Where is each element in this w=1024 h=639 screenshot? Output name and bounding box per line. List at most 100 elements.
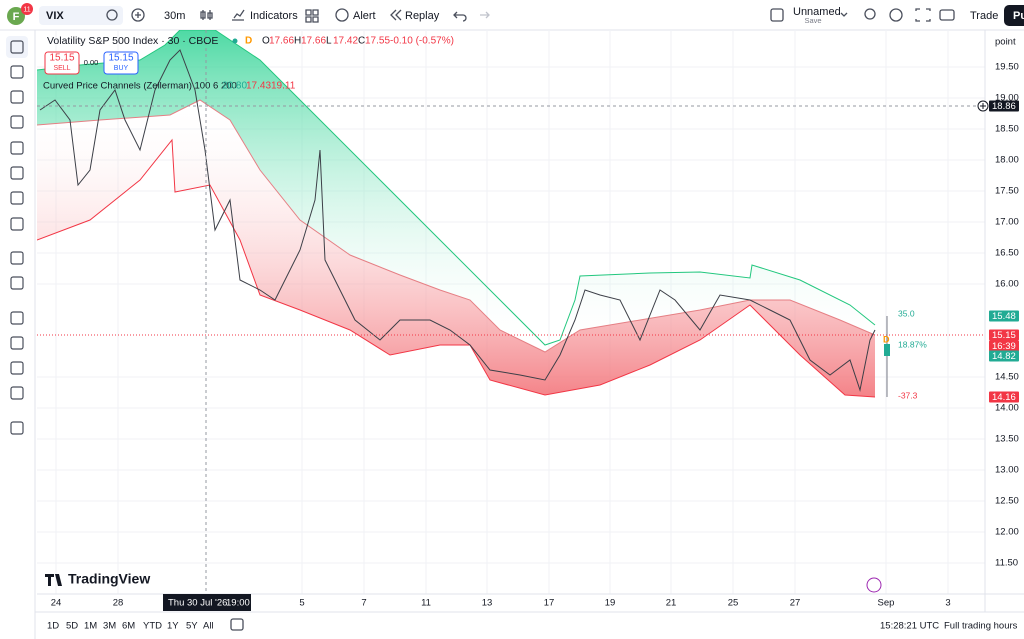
badge-count: 11 <box>23 6 30 13</box>
time-label: 11 <box>421 598 431 609</box>
tool-button[interactable] <box>10 40 24 54</box>
tool-button[interactable] <box>10 386 24 400</box>
time-label: 3 <box>945 598 950 609</box>
chart-type-button[interactable] <box>200 10 213 20</box>
quick-search[interactable] <box>864 8 876 20</box>
tool-button[interactable] <box>10 115 24 129</box>
ohlc-key: L <box>326 36 332 47</box>
buy-price: 15.15 <box>108 53 133 64</box>
symbol-search[interactable] <box>39 6 123 25</box>
fullscreen-button[interactable] <box>915 8 931 22</box>
undo-button[interactable] <box>453 11 467 22</box>
symbol-icon[interactable] <box>106 9 118 21</box>
top-toolbar <box>0 0 1024 30</box>
price-label: 19.50 <box>995 62 1019 73</box>
range-button[interactable]: 5Y <box>186 621 198 632</box>
symbol-title: Volatility S&P 500 Index · 30 · CBOE <box>47 35 218 47</box>
range-button[interactable]: 6M <box>122 621 135 632</box>
snapshot-button[interactable] <box>939 9 955 21</box>
range-annotation: 35.0 <box>898 308 915 318</box>
price-marker-label: 15.48 <box>992 311 1016 322</box>
tool-button[interactable] <box>10 421 24 435</box>
layout-icon[interactable] <box>770 8 784 22</box>
tool-button[interactable] <box>10 251 24 265</box>
alert-button[interactable]: Alert <box>353 10 376 22</box>
ohlc-value: 17.55 <box>365 36 390 47</box>
indicators-button[interactable]: Indicators <box>250 10 298 22</box>
price-label: 19.00 <box>995 93 1019 104</box>
tool-button[interactable] <box>10 276 24 290</box>
ohlc: O 17.66 H 17.66 L 17.42 C 17.55 <box>262 36 390 47</box>
channel-mid-line <box>37 99 876 353</box>
indicator-value: 19.11 <box>271 81 296 92</box>
indicator-value: 17.43 <box>246 81 271 92</box>
publish-label: Pu <box>1013 10 1024 22</box>
price-label: 18.50 <box>995 124 1019 135</box>
channel-upper-fill <box>37 30 875 352</box>
crosshair-time: 19:00 <box>226 598 250 609</box>
avatar-letter: F <box>13 11 20 23</box>
tool-button[interactable] <box>10 90 24 104</box>
avatar[interactable] <box>7 7 25 25</box>
indicator-value: 20.80 <box>222 81 247 92</box>
price-label: 17.50 <box>995 186 1019 197</box>
replay-button[interactable]: Replay <box>405 10 440 22</box>
plus-icon <box>135 12 141 18</box>
time-label: 5 <box>299 598 304 609</box>
time-label: 19 <box>605 598 616 609</box>
compare-button[interactable] <box>131 8 145 22</box>
go-to-date-button[interactable] <box>230 618 244 631</box>
price-label: 12.00 <box>995 527 1019 538</box>
interval[interactable]: 30m <box>164 10 185 22</box>
save-label[interactable]: Save <box>804 16 821 25</box>
range-button[interactable]: All <box>203 621 214 632</box>
range-button[interactable]: 1Y <box>167 621 179 632</box>
price-marker <box>989 100 1019 112</box>
buy-button[interactable] <box>103 51 139 75</box>
price-label: 16.50 <box>995 248 1019 259</box>
tool-button[interactable] <box>10 361 24 375</box>
publish-button[interactable] <box>1004 5 1024 26</box>
ohlc-key: H <box>294 36 301 47</box>
tool-button[interactable] <box>10 311 24 325</box>
data-flag: D <box>245 36 252 47</box>
time-label: Sep <box>878 598 895 609</box>
event-icon[interactable] <box>866 577 882 593</box>
price-change: -0.10 (-0.57%) <box>390 36 454 47</box>
redo-button[interactable] <box>480 11 490 19</box>
sell-price: 15.15 <box>49 53 74 64</box>
range-button[interactable]: 3M <box>103 621 116 632</box>
session[interactable]: Full trading hours <box>944 621 1018 632</box>
tool-button[interactable] <box>10 336 24 350</box>
tool-button[interactable] <box>10 141 24 155</box>
symbol: VIX <box>46 10 64 22</box>
sell-label: SELL <box>53 65 70 72</box>
price-label: 18.00 <box>995 155 1019 166</box>
time-label: 13 <box>482 598 493 609</box>
ohlc-value: 17.66 <box>269 36 294 47</box>
price-label: 14.00 <box>995 403 1019 414</box>
tool-button[interactable] <box>10 65 24 79</box>
sell-button[interactable] <box>44 51 80 75</box>
range-button[interactable]: 1D <box>47 621 59 632</box>
time-label: 7 <box>361 598 366 609</box>
range-button[interactable]: 5D <box>66 621 78 632</box>
range-button[interactable]: YTD <box>143 621 162 632</box>
settings-button[interactable] <box>889 8 903 22</box>
range-button[interactable]: 1M <box>84 621 97 632</box>
price-marker-label: 14.82 <box>992 351 1016 362</box>
logo-mark <box>45 574 62 586</box>
layout-menu[interactable] <box>840 12 848 17</box>
spread: 0.00 <box>84 58 99 67</box>
clock[interactable]: 15:28:21 UTC <box>880 621 939 632</box>
tool-button[interactable] <box>10 166 24 180</box>
templates-button[interactable] <box>305 9 319 23</box>
tool-button[interactable] <box>10 191 24 205</box>
range-annotation: 18.87% <box>898 339 927 349</box>
range-annotation: -37.3 <box>898 390 918 400</box>
tool-button[interactable] <box>10 217 24 231</box>
layout-name[interactable]: Unnamed <box>793 6 841 18</box>
time-axis: 24 28 5 7 11 13 17 19 21 25 27 Sep 3 <box>51 598 951 609</box>
ohlc-value: 17.66 <box>301 36 326 47</box>
trade-button[interactable]: Trade <box>970 10 998 22</box>
